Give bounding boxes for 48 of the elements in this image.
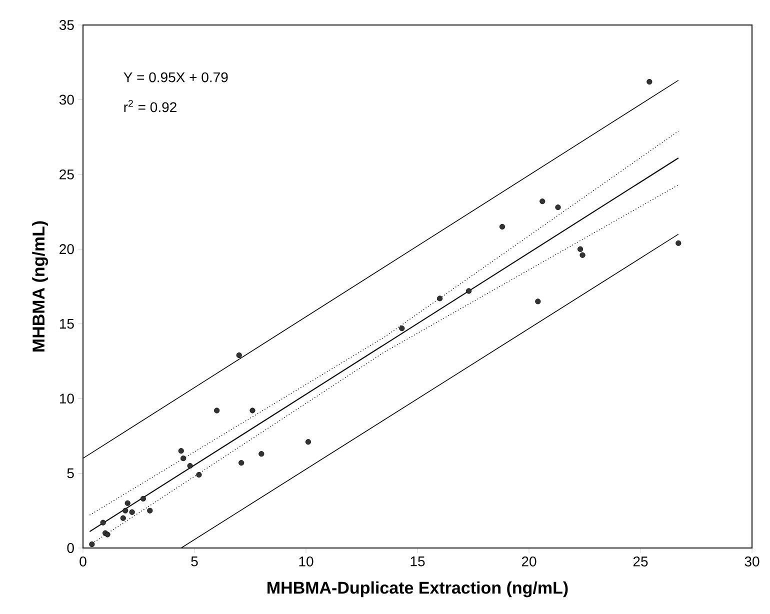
point bbox=[499, 224, 506, 230]
point bbox=[437, 296, 443, 302]
x-tick-label: 30 bbox=[744, 556, 760, 566]
point bbox=[540, 198, 546, 204]
annotation: r$^{2}$ = 0.92 bbox=[124, 100, 176, 112]
point bbox=[187, 463, 193, 469]
point bbox=[238, 460, 244, 466]
point bbox=[147, 508, 153, 514]
point bbox=[100, 520, 106, 526]
y-tick-label: 35 bbox=[59, 20, 74, 30]
x-tick-label: 10 bbox=[299, 556, 314, 566]
point bbox=[580, 252, 586, 258]
x-tick-label: 0 bbox=[80, 556, 86, 566]
point bbox=[89, 541, 95, 548]
point bbox=[120, 515, 126, 521]
x-tick-label: 25 bbox=[633, 556, 648, 566]
y-axis-title: MHBMA (ng/mL) bbox=[32, 221, 48, 352]
annotation: Y = 0.95X + 0.79 bbox=[124, 72, 228, 82]
point bbox=[399, 326, 405, 332]
point bbox=[258, 451, 264, 457]
x-tick-label: 15 bbox=[410, 556, 425, 566]
y-tick-label: 0 bbox=[67, 543, 74, 553]
y-tick-label: 25 bbox=[60, 169, 74, 180]
x-tick-label: 5 bbox=[191, 556, 198, 566]
point bbox=[196, 472, 202, 478]
point bbox=[535, 298, 541, 304]
point bbox=[578, 246, 584, 252]
point bbox=[214, 408, 220, 414]
point bbox=[236, 352, 242, 358]
x-axis-title: MHBMA-Duplicate Extraction (ng/mL) bbox=[268, 581, 568, 598]
point bbox=[180, 456, 186, 462]
point bbox=[466, 288, 472, 294]
point bbox=[250, 408, 256, 414]
y-tick-label: 30 bbox=[59, 94, 74, 105]
x-tick-label: 20 bbox=[522, 556, 536, 566]
y-tick-label: 5 bbox=[67, 468, 74, 478]
y-tick-label: 20 bbox=[60, 244, 74, 254]
point bbox=[646, 78, 652, 85]
point bbox=[305, 439, 312, 445]
point bbox=[124, 500, 130, 506]
point bbox=[555, 204, 561, 210]
point bbox=[676, 240, 682, 246]
point bbox=[140, 496, 146, 502]
point bbox=[122, 508, 128, 514]
y-tick-label: 15 bbox=[60, 318, 74, 329]
point bbox=[178, 448, 184, 454]
y-tick-label: 10 bbox=[60, 394, 74, 404]
point bbox=[129, 509, 135, 515]
